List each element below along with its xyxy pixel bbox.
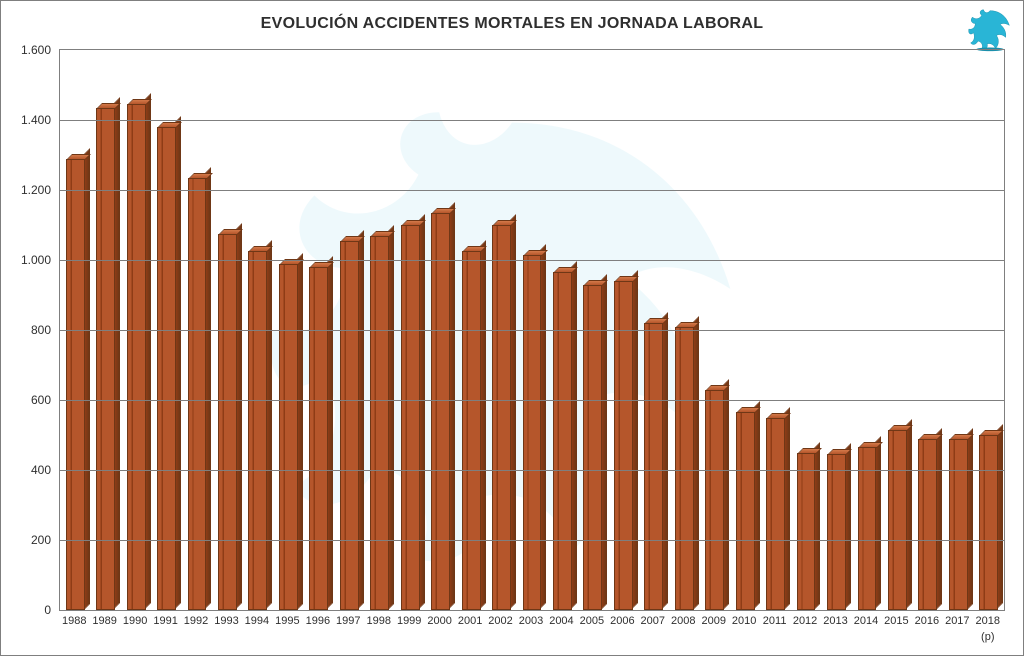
bar	[858, 447, 877, 610]
bar	[248, 251, 267, 610]
x-axis-label: 2016	[915, 615, 939, 627]
bar	[553, 272, 572, 610]
x-axis-label: 2006	[610, 615, 634, 627]
x-axis-label: 2008	[671, 615, 695, 627]
x-axis-label: 1991	[153, 615, 177, 627]
bar	[188, 178, 207, 610]
gridline	[60, 470, 1004, 471]
x-axis-label: 2010	[732, 615, 756, 627]
y-axis-label: 1.400	[5, 113, 51, 127]
chart-title: EVOLUCIÓN ACCIDENTES MORTALES EN JORNADA…	[1, 15, 1023, 33]
bar	[766, 418, 785, 611]
gridline	[60, 120, 1004, 121]
bar	[797, 453, 816, 611]
griffin-logo-icon	[967, 7, 1013, 53]
x-axis-label: 1989	[92, 615, 116, 627]
bar	[675, 327, 694, 611]
bar	[979, 435, 998, 610]
bar	[309, 267, 328, 610]
x-axis-label: 1995	[275, 615, 299, 627]
x-axis-label: 2001	[458, 615, 482, 627]
gridline	[60, 260, 1004, 261]
chart-frame: EVOLUCIÓN ACCIDENTES MORTALES EN JORNADA…	[0, 0, 1024, 656]
y-axis-label: 400	[5, 463, 51, 477]
x-axis-label: 2004	[549, 615, 573, 627]
x-axis-label: 2013	[823, 615, 847, 627]
y-axis-label: 1.000	[5, 253, 51, 267]
bar	[401, 225, 420, 610]
bar	[583, 285, 602, 611]
x-axis-label: 2002	[488, 615, 512, 627]
x-axis-label: 1993	[214, 615, 238, 627]
x-axis-label: 1998	[366, 615, 390, 627]
x-axis-label: 2015	[884, 615, 908, 627]
y-axis-label: 800	[5, 323, 51, 337]
bar	[736, 412, 755, 610]
bar	[370, 236, 389, 611]
gridline	[60, 400, 1004, 401]
x-axis-label: 1999	[397, 615, 421, 627]
x-axis-label: 1994	[245, 615, 269, 627]
bar	[827, 454, 846, 610]
x-axis-label: 2000	[427, 615, 451, 627]
x-axis-label: 2009	[701, 615, 725, 627]
x-axis-label: 2011	[763, 615, 787, 627]
x-axis-sublabel: (p)	[981, 631, 994, 643]
x-axis-label: 2005	[580, 615, 604, 627]
y-axis-label: 0	[5, 603, 51, 617]
gridline	[60, 330, 1004, 331]
gridline	[60, 190, 1004, 191]
x-axis-label: 1988	[62, 615, 86, 627]
x-axis-label: 2017	[945, 615, 969, 627]
bar	[127, 104, 146, 610]
x-axis-label: 2007	[641, 615, 665, 627]
bar	[279, 264, 298, 611]
bar	[949, 439, 968, 611]
x-axis-label: 2014	[854, 615, 878, 627]
x-axis-label: 2012	[793, 615, 817, 627]
bar	[644, 323, 663, 610]
bar	[492, 225, 511, 610]
gridline	[60, 540, 1004, 541]
bar	[705, 390, 724, 611]
bar	[66, 159, 85, 611]
bar	[888, 430, 907, 610]
bar	[431, 213, 450, 610]
bar	[340, 241, 359, 610]
x-axis-label: 1997	[336, 615, 360, 627]
y-axis-label: 1.200	[5, 183, 51, 197]
y-axis-label: 200	[5, 533, 51, 547]
x-axis-label: 1990	[123, 615, 147, 627]
x-axis-label: 2003	[519, 615, 543, 627]
bar	[523, 255, 542, 610]
bar	[462, 251, 481, 610]
y-axis-label: 1.600	[5, 43, 51, 57]
x-axis-label: 2018	[976, 615, 1000, 627]
x-axis-label: 1996	[306, 615, 330, 627]
bar	[918, 439, 937, 611]
bar	[218, 234, 237, 610]
x-axis-label: 1992	[184, 615, 208, 627]
bar	[96, 108, 115, 610]
plot-area	[59, 49, 1005, 611]
y-axis-label: 600	[5, 393, 51, 407]
bar	[157, 127, 176, 610]
